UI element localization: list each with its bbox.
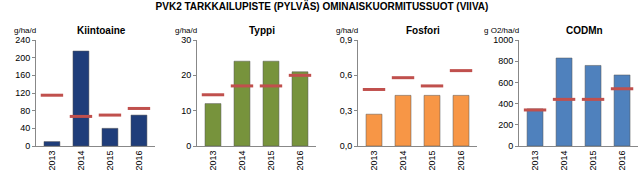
svg-text:2015: 2015 bbox=[105, 151, 115, 171]
svg-text:2014: 2014 bbox=[237, 151, 247, 171]
svg-text:g/ha/d: g/ha/d bbox=[14, 26, 36, 35]
svg-text:1000: 1000 bbox=[493, 35, 513, 45]
svg-text:Kiintoaine: Kiintoaine bbox=[77, 25, 126, 36]
svg-text:CODMn: CODMn bbox=[566, 25, 603, 36]
svg-text:600: 600 bbox=[498, 78, 513, 88]
svg-text:2015: 2015 bbox=[266, 151, 276, 171]
svg-text:200: 200 bbox=[498, 120, 513, 130]
svg-text:10: 10 bbox=[181, 106, 191, 116]
svg-text:80: 80 bbox=[20, 106, 30, 116]
svg-text:20: 20 bbox=[181, 70, 191, 80]
svg-text:Typpi: Typpi bbox=[249, 25, 275, 36]
svg-text:2016: 2016 bbox=[456, 151, 466, 171]
svg-text:g/ha/d: g/ha/d bbox=[175, 26, 197, 35]
svg-text:0: 0 bbox=[186, 141, 191, 151]
svg-text:g/ha/d: g/ha/d bbox=[336, 26, 358, 35]
svg-text:0,0: 0,0 bbox=[340, 141, 353, 151]
svg-text:2016: 2016 bbox=[617, 151, 627, 171]
svg-text:800: 800 bbox=[498, 56, 513, 66]
svg-text:g O2/ha/d: g O2/ha/d bbox=[484, 26, 519, 35]
svg-text:160: 160 bbox=[15, 70, 30, 80]
svg-text:2013: 2013 bbox=[530, 151, 540, 171]
svg-text:240: 240 bbox=[15, 35, 30, 45]
svg-text:2014: 2014 bbox=[559, 151, 569, 171]
svg-text:120: 120 bbox=[15, 88, 30, 98]
svg-text:PVK2 TARKKAILUPISTE (PYLVÄS) O: PVK2 TARKKAILUPISTE (PYLVÄS) OMINAISKUOR… bbox=[156, 0, 489, 12]
svg-text:200: 200 bbox=[15, 53, 30, 63]
svg-text:2016: 2016 bbox=[295, 151, 305, 171]
svg-text:40: 40 bbox=[20, 123, 30, 133]
svg-text:2014: 2014 bbox=[398, 151, 408, 171]
svg-text:2015: 2015 bbox=[588, 151, 598, 171]
svg-text:2013: 2013 bbox=[208, 151, 218, 171]
svg-text:2013: 2013 bbox=[47, 151, 57, 171]
svg-text:0: 0 bbox=[25, 141, 30, 151]
svg-text:30: 30 bbox=[181, 35, 191, 45]
svg-text:2016: 2016 bbox=[134, 151, 144, 171]
svg-text:Fosfori: Fosfori bbox=[406, 25, 440, 36]
svg-text:2013: 2013 bbox=[369, 151, 379, 171]
svg-text:0,9: 0,9 bbox=[340, 35, 353, 45]
svg-text:0,6: 0,6 bbox=[340, 70, 353, 80]
svg-text:2015: 2015 bbox=[427, 151, 437, 171]
svg-text:0: 0 bbox=[508, 141, 513, 151]
svg-text:0,3: 0,3 bbox=[340, 106, 353, 116]
svg-text:400: 400 bbox=[498, 99, 513, 109]
svg-text:2014: 2014 bbox=[76, 151, 86, 171]
